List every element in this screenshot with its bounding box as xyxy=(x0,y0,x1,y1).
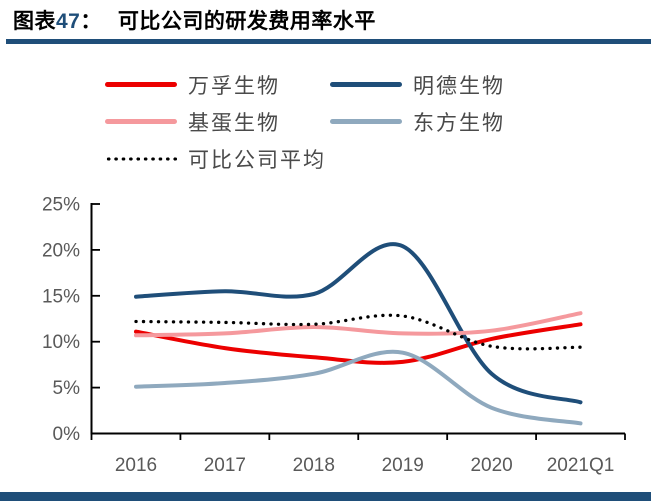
legend-label: 可比公司平均 xyxy=(188,147,326,172)
figure-label-word: 图表 xyxy=(13,10,56,33)
legend-item-3: 东方生物 xyxy=(330,107,505,137)
chart-legend: 万孚生物 明德生物基蛋生物 东方生物可比公司平均 xyxy=(105,66,505,177)
x-tick-label: 2017 xyxy=(204,455,246,476)
figure-title: 图表47： 可比公司的研发费用率水平 xyxy=(13,5,376,35)
footer-bar xyxy=(0,492,651,501)
series-line-0 xyxy=(134,322,583,365)
figure-title-text: 可比公司的研发费用率水平 xyxy=(117,10,376,33)
x-tick-label: 2019 xyxy=(382,455,424,476)
legend-dotted-line-swatch xyxy=(105,156,177,161)
legend-label: 东方生物 xyxy=(413,110,505,135)
x-tick-label: 2016 xyxy=(115,455,157,476)
y-tick-label: 20% xyxy=(42,240,80,261)
legend-line-swatch xyxy=(330,119,402,124)
legend-label: 基蛋生物 xyxy=(188,110,280,135)
series-line-1 xyxy=(134,242,583,405)
legend-item-0: 万孚生物 xyxy=(105,70,330,100)
y-tick-label: 5% xyxy=(53,378,81,399)
y-tick-label: 0% xyxy=(53,424,81,445)
legend-line-swatch xyxy=(105,119,177,124)
legend-line-swatch xyxy=(330,82,402,87)
title-rule xyxy=(6,39,651,44)
figure-label: 图表47： xyxy=(13,10,102,33)
y-tick-label: 15% xyxy=(42,286,80,307)
y-tick-label: 25% xyxy=(42,195,80,216)
x-tick-label: 2018 xyxy=(293,455,335,476)
legend-item-2: 基蛋生物 xyxy=(105,107,330,137)
series-line-3 xyxy=(134,349,583,426)
y-tick-label: 10% xyxy=(42,332,80,353)
legend-line-swatch xyxy=(105,82,177,87)
figure-label-colon: ： xyxy=(80,10,102,33)
legend-item-4: 可比公司平均 xyxy=(105,144,505,174)
legend-label: 万孚生物 xyxy=(188,73,280,98)
series-line-2 xyxy=(134,311,583,338)
x-tick-label: 2021Q1 xyxy=(547,455,615,476)
figure-label-number: 47 xyxy=(56,10,81,33)
x-tick-label: 2020 xyxy=(470,455,512,476)
legend-item-1: 明德生物 xyxy=(330,70,505,100)
legend-label: 明德生物 xyxy=(413,73,505,98)
